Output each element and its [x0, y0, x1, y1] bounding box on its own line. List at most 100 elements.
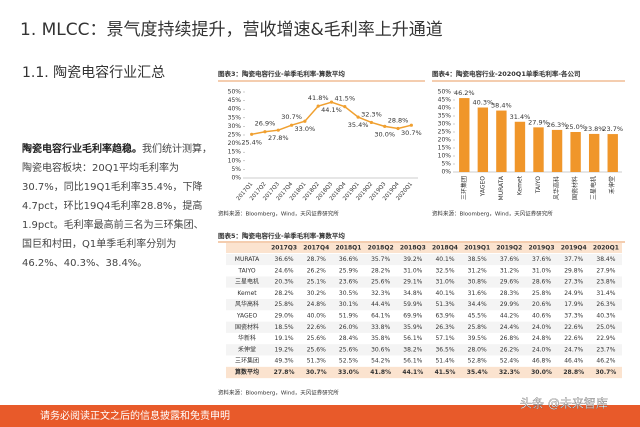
bar: [570, 132, 581, 172]
table-cell: 29.6%: [500, 279, 519, 286]
y-tick-label: 50%: [228, 89, 242, 96]
table-cell: 56.1%: [403, 335, 422, 342]
y-tick-label: 0%: [231, 175, 241, 182]
y-tick-label: 10%: [438, 153, 452, 160]
bar: [459, 98, 470, 172]
table-cell: 36.6%: [275, 256, 294, 263]
data-label: 40.3%: [473, 99, 494, 107]
table-cell: 28.8%: [563, 369, 584, 376]
table-cell: 64.1%: [371, 313, 390, 320]
table-row-bg: [226, 265, 622, 277]
table-cell: 51.9%: [339, 313, 358, 320]
table-cell: 22.9%: [596, 335, 615, 342]
data-label: 32.3%: [361, 110, 382, 118]
table-row-bg: [226, 332, 622, 345]
data-label: 41.5%: [334, 95, 355, 103]
y-tick-label: 10%: [228, 157, 242, 164]
table-cell: 22.6%: [307, 324, 326, 331]
y-tick-label: 5%: [231, 166, 241, 173]
table-row-name: MURATA: [235, 256, 260, 263]
data-label: 35.4%: [348, 121, 369, 129]
data-label: 23.7%: [602, 125, 623, 133]
table-row-bg: [226, 355, 622, 367]
x-tick-label: Kemet: [516, 175, 523, 195]
data-label: 31.4%: [510, 113, 531, 121]
table-cell: 51.4%: [435, 358, 454, 365]
table-cell: 27.9%: [596, 267, 615, 274]
table-cell: 24.9%: [564, 290, 583, 297]
chart-source: 资料来源：Bloomberg，Wind，天风证券研究所: [218, 210, 339, 218]
table-row-bg: [226, 366, 622, 379]
table-cell: 30.8%: [468, 279, 487, 286]
table-row-bg: [226, 310, 622, 322]
table-cell: 52.8%: [468, 358, 487, 365]
table-cell: 35.8%: [371, 335, 390, 342]
table-cell: 20.6%: [532, 301, 551, 308]
table-cell: 31.0%: [403, 267, 422, 274]
table-cell: 25.9%: [339, 267, 358, 274]
table-cell: 25.8%: [532, 290, 551, 297]
table-cell: 29.9%: [500, 301, 519, 308]
point: [276, 128, 280, 132]
table-cell: 27.8%: [274, 369, 295, 376]
table-cell: 25.6%: [371, 279, 390, 286]
table-cell: 25.1%: [307, 279, 326, 286]
body-text: 陶瓷电容行业毛利率趋稳。我们统计测算，陶瓷电容板块：20Q1平均毛利率为30.7…: [22, 140, 212, 273]
data-label: 41.8%: [308, 94, 329, 102]
table-cell: 30.2%: [307, 290, 326, 297]
table-cell: 59.9%: [403, 301, 422, 308]
table-title: 图表5：陶瓷电容行业-单季毛利率-算数平均: [218, 231, 345, 240]
point: [343, 105, 347, 109]
table-row-name: Kemet: [237, 290, 257, 297]
point: [369, 120, 374, 125]
point: [263, 130, 267, 134]
table-cell: 22.6%: [564, 324, 583, 331]
table-cell: 39.2%: [403, 256, 422, 263]
data-label: 23.8%: [584, 125, 605, 133]
table-cell: 41.5%: [435, 369, 456, 376]
y-tick-label: 5%: [441, 161, 451, 168]
x-tick-label: 国瓷材料: [571, 176, 579, 200]
section-title: 1.1. 陶瓷电容行业汇总: [22, 64, 165, 81]
table-cell: 23.6%: [339, 279, 358, 286]
y-tick-label: 50%: [438, 89, 452, 96]
point: [303, 119, 307, 123]
table-cell: 46.4%: [564, 358, 583, 365]
table-cell: 46.2%: [596, 358, 615, 365]
point: [329, 100, 334, 104]
table-cell: 25.6%: [307, 346, 326, 353]
data-label: 30.7%: [281, 113, 302, 121]
table-cell: 18.5%: [275, 324, 294, 331]
table-cell: 40.1%: [435, 256, 454, 263]
data-label: 44.1%: [321, 106, 342, 114]
table-header: 2017Q4: [303, 245, 329, 252]
table-cell: 40.1%: [435, 290, 454, 297]
table-cell: 25.6%: [339, 346, 358, 353]
table-header: 2017Q3: [271, 245, 297, 252]
table-cell: 38.5%: [468, 256, 487, 263]
table-cell: 24.8%: [307, 301, 326, 308]
point: [383, 124, 387, 128]
table-cell: 69.9%: [403, 313, 422, 320]
table-cell: 35.9%: [403, 324, 422, 331]
table-cell: 32.3%: [371, 290, 390, 297]
table-cell: 28.2%: [371, 267, 390, 274]
data-label: 27.8%: [268, 134, 289, 142]
data-label: 25.4%: [241, 138, 262, 146]
table-header-bg: [226, 243, 622, 253]
page-title: 1. MLCC：景气度持续提升，营收增速&毛利率上升通道: [20, 20, 443, 40]
data-label: 26.9%: [255, 120, 276, 128]
table-cell: 51.3%: [307, 358, 326, 365]
table-cell: 31.0%: [532, 267, 551, 274]
table-row-name: 算数平均: [235, 368, 259, 376]
point: [250, 132, 254, 136]
table-cell: 30.6%: [371, 346, 390, 353]
table-cell: 20.3%: [275, 279, 294, 286]
point: [396, 126, 400, 131]
table-cell: 63.9%: [435, 313, 454, 320]
body-span: 我们统计测算，陶瓷电容板块：20Q1平均毛利率为30.7%，同比19Q1毛利率3…: [22, 144, 212, 269]
table-row-bg: [226, 344, 622, 356]
y-tick-label: 30%: [438, 121, 452, 128]
data-label: 38.4%: [491, 102, 512, 110]
